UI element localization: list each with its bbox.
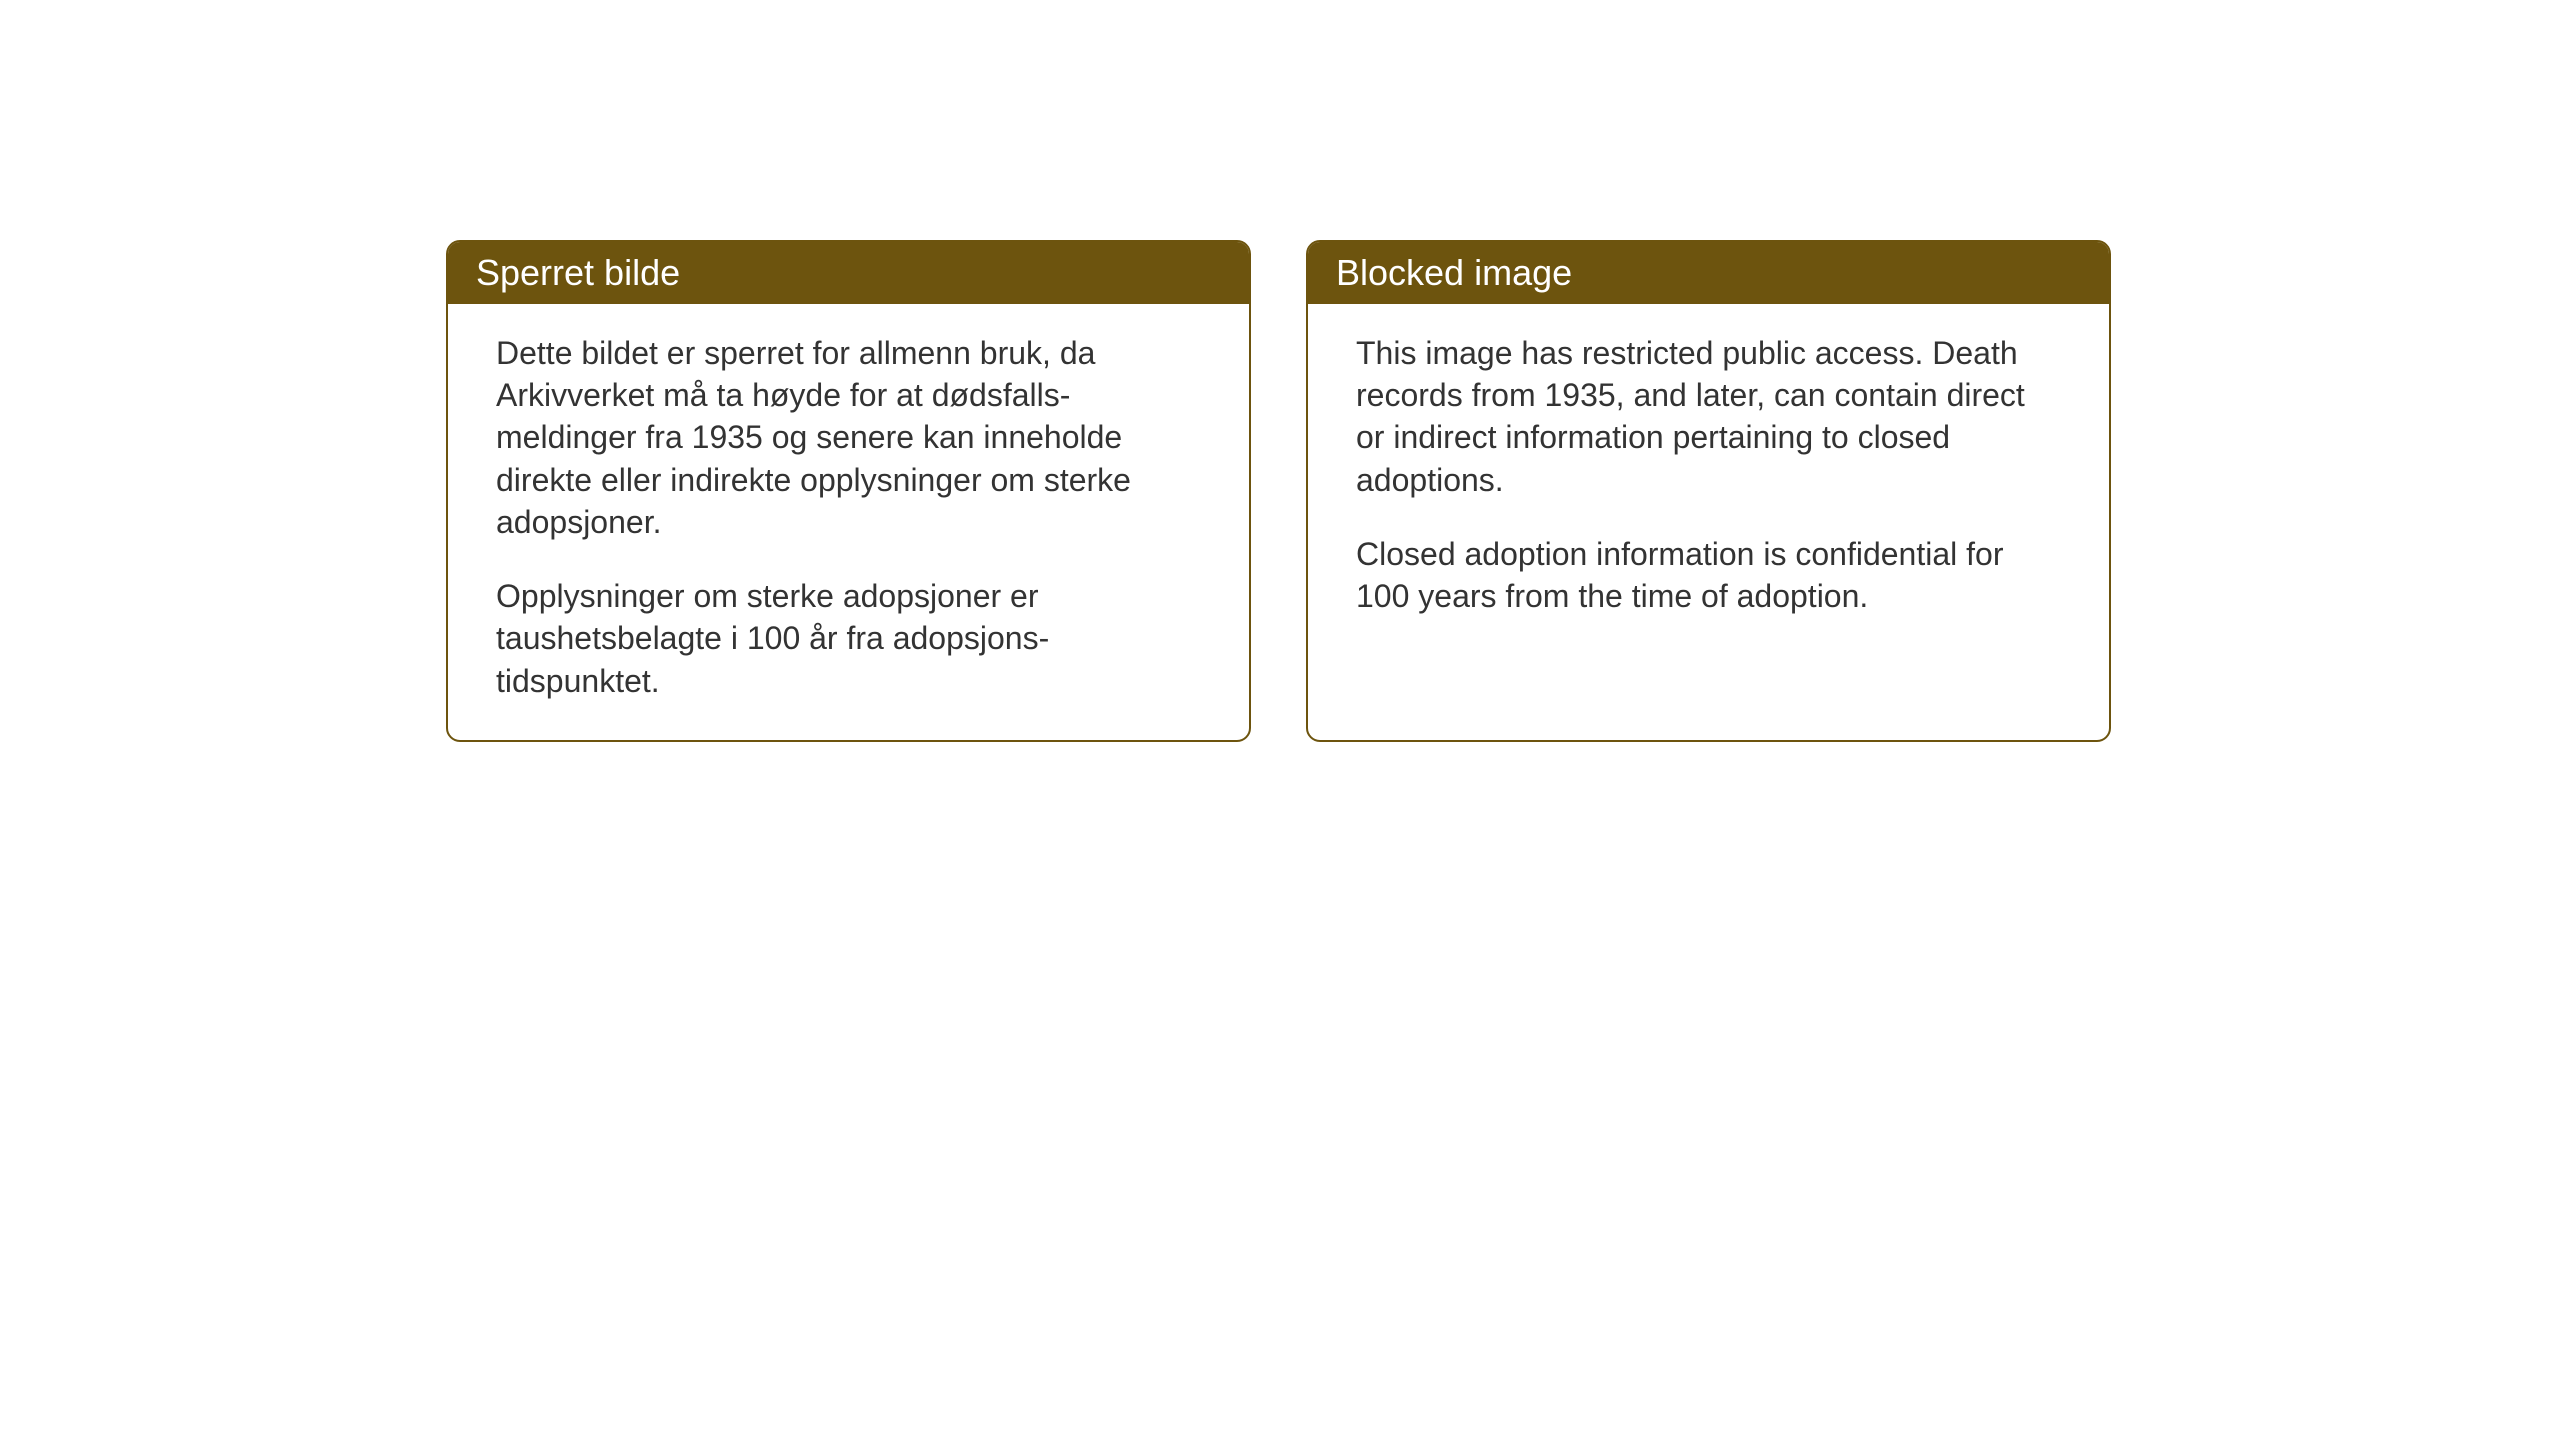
notice-title: Sperret bilde xyxy=(476,252,680,293)
notice-box-norwegian: Sperret bilde Dette bildet er sperret fo… xyxy=(446,240,1251,742)
notice-paragraph-1: Dette bildet er sperret for allmenn bruk… xyxy=(496,332,1201,543)
notice-box-english: Blocked image This image has restricted … xyxy=(1306,240,2111,742)
notice-paragraph-2: Opplysninger om sterke adopsjoner er tau… xyxy=(496,575,1201,702)
notice-header-norwegian: Sperret bilde xyxy=(448,242,1249,304)
notice-paragraph-1: This image has restricted public access.… xyxy=(1356,332,2061,501)
notice-container: Sperret bilde Dette bildet er sperret fo… xyxy=(446,240,2111,742)
notice-body-norwegian: Dette bildet er sperret for allmenn bruk… xyxy=(448,304,1249,740)
notice-paragraph-2: Closed adoption information is confident… xyxy=(1356,533,2061,617)
notice-title: Blocked image xyxy=(1336,252,1572,293)
notice-header-english: Blocked image xyxy=(1308,242,2109,304)
notice-body-english: This image has restricted public access.… xyxy=(1308,304,2109,655)
